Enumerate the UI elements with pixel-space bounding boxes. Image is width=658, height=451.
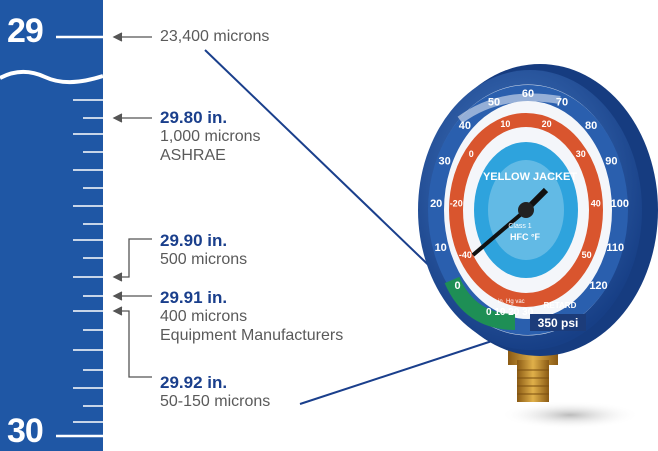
red-scale-number: -20 [450, 198, 463, 208]
callout-29-91: 29.91 in. 400 microns Equipment Manufact… [160, 288, 343, 345]
blue-scale-ring [428, 85, 628, 335]
connector-line-top [204, 49, 471, 306]
scale-break-wave [0, 69, 104, 85]
callout-microns: 23,400 microns [160, 28, 270, 45]
red-scale-number: 0 [469, 149, 474, 159]
callout-microns: 1,000 microns [160, 128, 261, 145]
blue-scale-number: 100 [611, 198, 629, 210]
psi-plate [530, 314, 586, 331]
blue-scale-number: 30 [438, 156, 450, 168]
red-scale-ring [449, 113, 603, 307]
blue-scale-number: 110 [606, 242, 624, 254]
red-scale-number: 20 [542, 119, 552, 129]
callout-microns: 400 microns [160, 308, 248, 325]
red-scale-number: 30 [576, 149, 586, 159]
red-scale-numbers: -40 -20 0 10 20 30 40 50 [450, 119, 601, 260]
red-scale-number: 40 [591, 198, 601, 208]
callout-value: 29.90 in. [160, 231, 228, 250]
callout-29-80: 29.80 in. 1,000 microns ASHRAE [160, 108, 261, 165]
connector-line-bottom [299, 339, 496, 405]
blue-scale-number: 80 [585, 120, 597, 132]
gauge-needle [471, 208, 528, 257]
callout-microns: 500 microns [160, 251, 248, 268]
scale-ticks [73, 99, 103, 423]
blue-scale-number: 10 [435, 242, 447, 254]
scale-label-29: 29 [7, 12, 44, 50]
refrigerant-text: HFC °F [510, 232, 541, 242]
retard-label: RETARD [544, 301, 577, 310]
callout-note: Equipment Manufacturers [160, 327, 344, 344]
scale-label-30: 30 [7, 412, 44, 450]
needle-hub [518, 202, 534, 218]
pressure-gauge: YELLOW JACKET HFC °F Class 1 0 10 20 30 … [418, 64, 658, 429]
callout-microns: 50-150 microns [160, 393, 271, 410]
vacuum-ticks-text: 0 10 20 30 [486, 307, 534, 318]
red-scale-number: 10 [500, 119, 510, 129]
vacuum-unit-text: in. Hg vac [498, 299, 525, 305]
callout-29-90: 29.90 in. 500 microns [160, 231, 247, 269]
brand-text: YELLOW JACKET [483, 171, 577, 183]
callout-29-92: 29.92 in. 50-150 microns [160, 373, 270, 411]
thread-lines [517, 369, 549, 395]
callout-value: 29.91 in. [160, 288, 228, 307]
vacuum-scale-bar: 29 30 [0, 0, 103, 451]
glass-glare [457, 93, 561, 124]
callout-23400-microns: 23,400 microns [160, 27, 269, 46]
callout-value: 29.92 in. [160, 373, 228, 392]
psi-label: 350 psi [538, 316, 579, 330]
red-scale-number: -40 [459, 250, 472, 260]
blue-scale-number: 0 [454, 280, 460, 292]
gauge-shadow [500, 401, 640, 429]
callout-note: ASHRAE [160, 147, 226, 164]
blue-scale-number: 90 [605, 156, 617, 168]
blue-scale-number: 40 [459, 120, 471, 132]
class-text: Class 1 [508, 223, 531, 230]
blue-scale-number: 120 [589, 280, 607, 292]
callout-value: 29.80 in. [160, 108, 228, 127]
callout-arrows [112, 32, 152, 378]
green-vacuum-arc [444, 276, 516, 330]
blue-scale-number: 20 [430, 198, 442, 210]
brass-thread [517, 360, 549, 402]
red-scale-number: 50 [582, 250, 592, 260]
